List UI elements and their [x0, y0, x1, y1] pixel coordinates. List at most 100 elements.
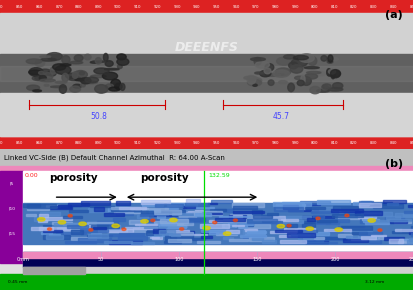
Text: 810: 810 — [330, 5, 338, 9]
Ellipse shape — [117, 58, 129, 65]
Bar — [395, 213, 413, 217]
Bar — [354, 202, 369, 205]
Bar — [275, 230, 302, 233]
Bar — [319, 219, 349, 222]
Bar — [369, 205, 382, 206]
Bar — [56, 232, 86, 234]
Bar — [209, 220, 232, 222]
Ellipse shape — [279, 81, 287, 84]
Ellipse shape — [122, 228, 126, 231]
Text: 850: 850 — [409, 141, 413, 145]
Ellipse shape — [79, 222, 86, 226]
Ellipse shape — [83, 81, 97, 84]
Text: 910: 910 — [134, 141, 141, 145]
Bar — [333, 206, 358, 210]
Ellipse shape — [79, 71, 85, 75]
Text: 150: 150 — [252, 257, 261, 262]
Bar — [169, 231, 193, 235]
Ellipse shape — [74, 55, 83, 61]
Bar — [111, 207, 140, 209]
Bar — [164, 233, 182, 235]
Ellipse shape — [180, 228, 184, 230]
Ellipse shape — [40, 79, 55, 82]
Bar — [0, 0, 413, 13]
Ellipse shape — [247, 75, 256, 84]
Bar — [390, 220, 407, 223]
Bar — [210, 209, 225, 211]
Bar — [176, 231, 194, 234]
Ellipse shape — [294, 55, 309, 60]
Bar — [206, 213, 222, 215]
Ellipse shape — [53, 64, 66, 70]
Text: 200: 200 — [330, 257, 339, 262]
Ellipse shape — [290, 65, 303, 73]
Bar — [303, 237, 324, 240]
Bar — [23, 204, 40, 207]
Ellipse shape — [151, 219, 155, 222]
Ellipse shape — [292, 58, 308, 67]
Bar — [146, 225, 159, 229]
Text: 840: 840 — [389, 141, 397, 145]
Ellipse shape — [330, 70, 340, 78]
Ellipse shape — [47, 228, 52, 230]
Bar — [130, 208, 148, 209]
Bar — [273, 202, 304, 206]
Bar — [141, 200, 171, 204]
Bar — [169, 239, 191, 242]
Ellipse shape — [68, 76, 80, 81]
Ellipse shape — [170, 218, 177, 222]
Bar — [71, 237, 96, 240]
Bar — [359, 233, 382, 235]
Bar — [188, 219, 199, 221]
Ellipse shape — [265, 64, 274, 71]
Ellipse shape — [115, 83, 122, 90]
Bar — [284, 228, 315, 232]
Bar — [337, 215, 362, 219]
Bar — [63, 216, 82, 218]
Ellipse shape — [277, 57, 292, 65]
Bar — [46, 205, 60, 207]
Text: 810: 810 — [330, 141, 338, 145]
Ellipse shape — [255, 72, 263, 74]
Bar — [164, 207, 178, 211]
Bar — [171, 234, 180, 236]
Bar — [104, 213, 124, 215]
Bar — [332, 214, 363, 218]
Ellipse shape — [328, 70, 340, 77]
Bar — [113, 218, 125, 221]
Ellipse shape — [27, 85, 40, 90]
Ellipse shape — [85, 77, 98, 83]
Bar — [195, 210, 203, 212]
Ellipse shape — [111, 79, 121, 88]
Ellipse shape — [74, 70, 88, 79]
Text: 132.59: 132.59 — [209, 173, 230, 177]
Ellipse shape — [117, 54, 126, 60]
Bar — [0, 171, 23, 263]
Bar — [155, 204, 183, 207]
Bar — [144, 226, 166, 228]
Bar — [409, 231, 413, 234]
Bar — [288, 209, 318, 211]
Bar — [344, 239, 368, 242]
Ellipse shape — [308, 57, 317, 66]
Bar — [305, 240, 328, 243]
Bar — [63, 222, 88, 224]
Ellipse shape — [306, 71, 321, 74]
Bar — [302, 238, 323, 242]
Ellipse shape — [44, 84, 49, 86]
Bar — [358, 203, 381, 207]
Bar — [221, 224, 236, 226]
Text: 930: 930 — [173, 5, 181, 9]
Bar — [93, 227, 106, 229]
Ellipse shape — [81, 78, 91, 84]
Text: 970: 970 — [252, 141, 259, 145]
Bar — [40, 212, 60, 215]
Bar — [192, 238, 205, 240]
Bar — [361, 236, 376, 239]
Bar — [109, 240, 142, 244]
Text: |15: |15 — [8, 232, 15, 236]
Ellipse shape — [91, 75, 106, 78]
Ellipse shape — [95, 85, 108, 93]
Bar — [387, 204, 398, 205]
Bar — [38, 214, 48, 217]
